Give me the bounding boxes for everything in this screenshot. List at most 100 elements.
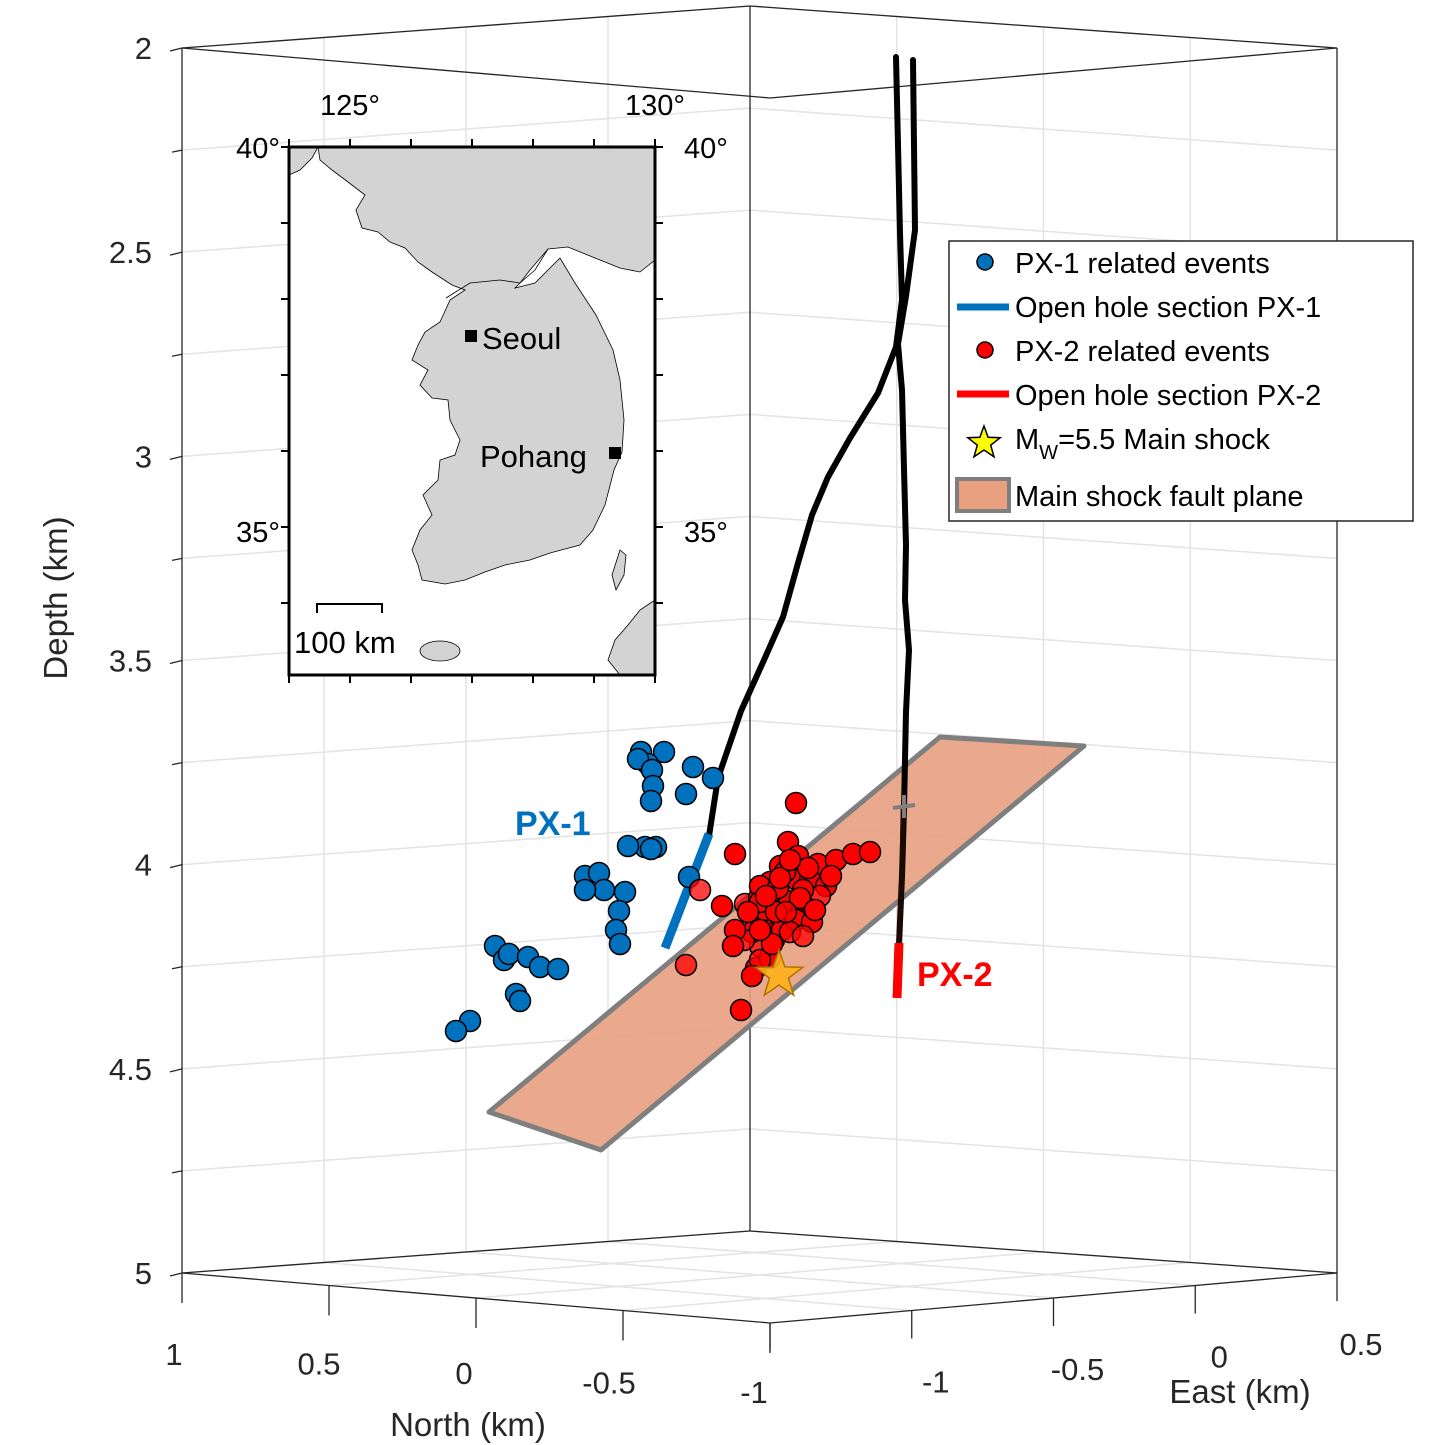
grid-depth-line xyxy=(181,821,1338,866)
legend-marker-px2-events xyxy=(976,341,994,359)
open-hole-section-px2 xyxy=(892,942,904,999)
px2-event-marker xyxy=(784,791,808,815)
jeju-island xyxy=(419,640,461,662)
box-edge xyxy=(181,1230,751,1274)
px2-event-marker xyxy=(803,898,827,922)
depth-minor-tick xyxy=(171,1170,183,1174)
px1-event-marker xyxy=(607,899,631,923)
inset-map: 125° 130° 40° 40° 35° 35° Seoul Pohang 1… xyxy=(236,90,728,683)
depth-tick-label: 4 xyxy=(135,848,152,883)
px1-event-marker xyxy=(608,932,632,956)
well-trajectory-px1 xyxy=(706,54,906,839)
px1-event-marker xyxy=(497,942,521,966)
px2-event-marker xyxy=(729,998,753,1022)
inset-lon-label-125: 125° xyxy=(320,90,380,122)
px1-event-marker xyxy=(674,782,698,806)
pohang-label: Pohang xyxy=(480,439,587,474)
inset-lon-label-130: 130° xyxy=(625,90,685,122)
px2-event-marker xyxy=(688,878,712,902)
legend-label-px2-open: Open hole section PX-2 xyxy=(1015,380,1321,412)
depth-tick xyxy=(169,659,183,665)
grid-floor-line xyxy=(607,1240,1196,1287)
well-label-px1: PX-1 xyxy=(515,805,591,843)
depth-minor-tick xyxy=(171,149,183,153)
px2-event-marker xyxy=(721,934,745,958)
px2-event-marker xyxy=(778,848,802,872)
depth-tick-label: 4.5 xyxy=(109,1052,152,1087)
legend-marker-main-shock xyxy=(965,423,1003,459)
px1-event-marker xyxy=(616,834,640,858)
px2-event-marker xyxy=(723,842,747,866)
axis-ticks xyxy=(169,47,1338,1353)
east-tick-label: -1 xyxy=(922,1365,950,1400)
well-px2-below-fault xyxy=(896,807,906,946)
grid-depth-line xyxy=(181,1128,1338,1172)
pohang-marker xyxy=(609,447,621,459)
px1-event-marker xyxy=(639,837,663,861)
box-edge xyxy=(769,47,1338,99)
depth-tick xyxy=(169,47,183,52)
depth-tick-labels: 2 2.5 3 3.5 4 4.5 5 xyxy=(109,31,152,1291)
depth-minor-tick xyxy=(171,966,183,970)
korean-peninsula xyxy=(317,146,656,585)
box-edge xyxy=(181,47,771,99)
px2-event-marker xyxy=(774,900,798,924)
inset-lat-label-40-right: 40° xyxy=(684,133,728,165)
inset-lat-label-40-left: 40° xyxy=(236,133,280,165)
depth-tick-label: 2 xyxy=(135,31,152,66)
px2-event-marker xyxy=(748,918,772,942)
scale-bar xyxy=(316,603,383,613)
legend-marker-fault-plane xyxy=(955,477,1011,513)
main-shock-star xyxy=(753,947,805,998)
px1-event-marker xyxy=(681,755,705,779)
inset-ticks xyxy=(281,139,663,683)
depth-minor-tick xyxy=(171,761,183,766)
depth-tick xyxy=(169,1272,183,1277)
box-edge xyxy=(749,5,1338,49)
north-tick-labels: 1 0.5 0 -0.5 -1 xyxy=(165,1337,767,1410)
px2-event-marker xyxy=(754,884,778,908)
px1-event-marker xyxy=(444,1019,468,1043)
px2-event-marker xyxy=(791,924,815,948)
depth-tick-label: 5 xyxy=(135,1256,152,1291)
px2-event-marker xyxy=(740,964,764,988)
px1-events xyxy=(444,740,725,1043)
well-label-px2: PX-2 xyxy=(917,956,993,994)
px1-event-marker xyxy=(546,957,570,981)
inset-lat-label-35-right: 35° xyxy=(684,517,728,549)
legend-label-main-shock: MW=5.5 Main shock xyxy=(1015,424,1271,464)
depth-tick-label: 3 xyxy=(135,439,152,474)
box-edge xyxy=(749,1230,1338,1274)
px2-event-marker xyxy=(819,864,843,888)
px2-event-marker xyxy=(768,866,792,890)
legend-label-fault-plane: Main shock fault plane xyxy=(1015,481,1304,513)
px1-event-marker xyxy=(573,878,597,902)
depth-tick-label: 3.5 xyxy=(109,644,152,679)
north-tick-label: 0.5 xyxy=(297,1347,340,1382)
north-tick-label: -1 xyxy=(740,1375,768,1410)
grid-depth-line xyxy=(181,1026,1338,1070)
box-edge xyxy=(181,5,751,49)
px2-event-marker xyxy=(788,886,812,910)
grid-floor-line xyxy=(622,1261,1191,1312)
px1-event-marker xyxy=(652,740,676,764)
px2-event-marker xyxy=(710,894,734,918)
seoul-label: Seoul xyxy=(482,321,561,356)
tsushima-island xyxy=(611,549,627,592)
east-tick-labels: -1 -0.5 0 0.5 xyxy=(922,1327,1383,1400)
depth-minor-tick xyxy=(171,557,183,562)
px1-event-marker xyxy=(613,880,637,904)
east-axis-label: East (km) xyxy=(1169,1373,1310,1410)
depth-minor-tick xyxy=(171,353,183,357)
legend: PX-1 related events Open hole section PX… xyxy=(948,240,1414,522)
north-tick-label: 1 xyxy=(165,1337,182,1372)
east-tick-label: 0.5 xyxy=(1339,1327,1382,1362)
px1-event-marker xyxy=(639,789,663,813)
inner-border xyxy=(445,248,549,299)
east-tick-label: -0.5 xyxy=(1051,1352,1104,1387)
open-hole-section-px1 xyxy=(660,832,714,950)
grid-floor-line xyxy=(465,1251,1054,1299)
px1-event-marker xyxy=(508,989,532,1013)
grid-depth-line xyxy=(181,5,1338,49)
depth-tick xyxy=(169,251,183,256)
